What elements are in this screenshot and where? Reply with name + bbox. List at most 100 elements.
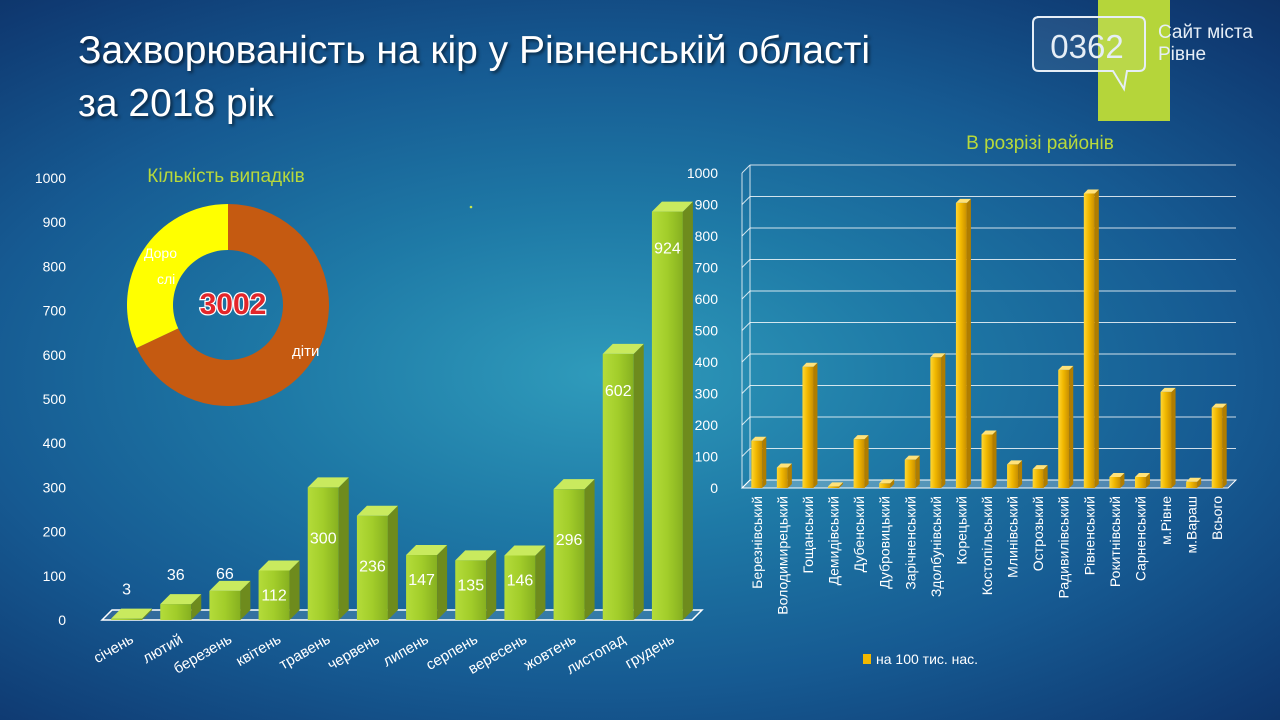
left-x-labels: січень лютийберезеньквітеньтравеньчервень… (91, 631, 678, 678)
right-bar-front (1058, 369, 1070, 488)
right-x-tick: Здолбунівський (928, 496, 944, 597)
right-y-tick: 100 (695, 449, 719, 465)
right-x-tick: Всього (1209, 496, 1225, 540)
right-bar-side (1145, 472, 1150, 488)
right-bar (1083, 189, 1099, 488)
right-bar (1007, 460, 1023, 488)
right-y-tick: 800 (695, 228, 719, 244)
right-bar (751, 436, 767, 488)
left-bar (307, 477, 349, 620)
right-bar-side (864, 435, 869, 488)
left-bar (602, 343, 644, 620)
right-bar-side (941, 353, 946, 488)
right-bar-top (1134, 472, 1150, 477)
right-bar-side (1069, 365, 1074, 488)
left-bar-value: 36 (167, 567, 185, 584)
left-bar-side (338, 477, 349, 620)
left-bar-side (191, 594, 202, 620)
left-chart-title: Кількість випадків (147, 166, 304, 187)
left-y-tick: 400 (43, 435, 67, 451)
right-bar-front (1007, 464, 1019, 488)
left-bar (651, 201, 693, 621)
left-bar-top (209, 580, 251, 591)
right-bar-front (879, 483, 891, 488)
right-bar-top (1007, 460, 1023, 465)
left-x-tick: червень (325, 631, 383, 674)
left-bar-value: 3 (122, 582, 131, 599)
left-bar-value: 236 (359, 559, 386, 576)
left-bar-top (406, 545, 448, 556)
right-grid-diag (741, 353, 751, 363)
left-bar (258, 560, 300, 620)
right-bar-top (1032, 465, 1048, 470)
site-logo[interactable]: 0362 (1029, 13, 1149, 93)
right-x-tick: Зарічненський (902, 496, 918, 590)
right-y-tick: 1000 (687, 165, 718, 181)
right-bar-front (751, 440, 763, 488)
right-bar-top (904, 455, 920, 460)
left-bar-top (455, 550, 497, 561)
decor-dot (469, 205, 473, 209)
left-bar (160, 594, 202, 620)
left-bar-top (602, 343, 644, 354)
right-bar-top (1211, 403, 1227, 408)
right-bar (776, 463, 792, 488)
left-x-tick: квітень (233, 631, 284, 670)
left-bar-side (584, 479, 595, 620)
right-bar-front (930, 357, 942, 488)
right-bar (955, 198, 971, 489)
right-bar-front (802, 366, 814, 488)
right-bar (828, 482, 844, 488)
donut-label-adults-1: Доро (144, 245, 177, 261)
right-grid-diag (741, 290, 751, 300)
left-bar-value: 112 (261, 587, 287, 604)
right-bar (1160, 387, 1176, 488)
left-bar-front (356, 515, 388, 620)
right-y-tick: 600 (695, 291, 719, 307)
slide-title-line1: Захворюваність на кір у Рівненській обла… (78, 29, 871, 72)
right-bar (981, 430, 997, 488)
left-bar-value: 135 (457, 577, 484, 594)
right-bar (802, 362, 818, 488)
left-bar-front (651, 211, 683, 621)
site-caption[interactable]: Сайт міста Рівне (1158, 22, 1253, 66)
left-bar-side (535, 545, 546, 620)
right-bar-front (955, 202, 967, 489)
left-floor-plane (100, 609, 704, 621)
right-y-tick: 500 (695, 323, 719, 339)
right-bar-top (879, 479, 895, 484)
right-bar-side (1120, 472, 1125, 488)
donut-slice (136, 204, 329, 406)
right-bars (751, 189, 1227, 489)
left-y-tick: 700 (43, 303, 67, 319)
left-bar-value: 296 (556, 532, 583, 549)
right-x-tick: Острозький (1030, 496, 1046, 571)
left-bar-top (651, 201, 693, 212)
right-x-tick: Володимирецький (774, 496, 790, 615)
left-y-axis: 0 100 200 300 400 500 600 700 800 900 1000 (35, 170, 66, 628)
left-chart-floor (100, 205, 704, 621)
right-y-tick: 0 (710, 480, 718, 496)
logo-text: 0362 (1050, 28, 1123, 65)
right-bar-front (1186, 481, 1198, 488)
left-bar-side (240, 580, 251, 620)
right-bar (1186, 477, 1202, 488)
right-bar-side (1171, 387, 1176, 488)
right-x-tick: Дубенський (851, 496, 867, 572)
right-x-tick: м.Рівне (1158, 496, 1174, 545)
left-bar-front (504, 555, 536, 620)
right-bar-side (890, 479, 895, 488)
left-bar-top (111, 608, 153, 619)
right-x-tick: Сарненський (1132, 496, 1148, 581)
right-bar (879, 479, 895, 488)
left-bar (356, 505, 398, 620)
donut-slice (126, 204, 228, 349)
left-bar (406, 545, 448, 620)
right-grid-diag (741, 385, 751, 394)
right-bar-front (776, 467, 788, 488)
logo-band (1098, 0, 1170, 121)
right-x-tick: Корецький (953, 496, 969, 565)
right-bar-side (1222, 403, 1227, 488)
right-bar (1134, 472, 1150, 488)
right-chart-title: В розрізі районів (966, 133, 1114, 154)
